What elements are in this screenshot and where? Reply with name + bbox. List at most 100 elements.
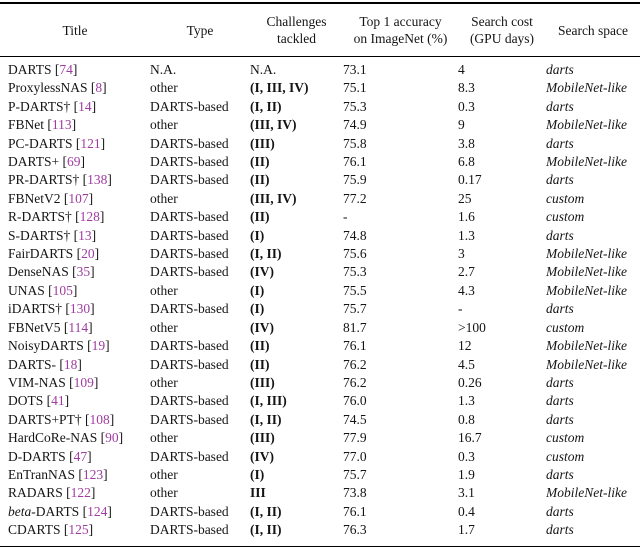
search-space-cell: MobileNet-like	[546, 338, 627, 354]
title-cell: D-DARTS [47]	[8, 448, 92, 464]
accuracy-cell: 75.7	[343, 466, 367, 482]
citation-link[interactable]: 20	[81, 246, 95, 262]
accuracy-cell: 73.1	[343, 62, 367, 77]
citation-link[interactable]: 123	[82, 466, 104, 482]
search-space-cell: MobileNet-like	[546, 80, 627, 96]
table-header-row: Title Type Challenges tackled Top 1 accuracy…	[0, 2, 640, 57]
citation-link[interactable]: 107	[68, 190, 89, 206]
citation-link[interactable]: 69	[66, 154, 81, 170]
search-cost-cell: 16.7	[458, 430, 482, 446]
citation-link[interactable]: 130	[69, 301, 91, 317]
table-row: S-DARTS† [13] DARTS-based (I) 74.8 1.3 darts	[0, 227, 640, 245]
type-cell: other	[150, 80, 178, 96]
table-row: FBNet [113] other (III, IV) 74.9 9 MobileNet-…	[0, 116, 640, 134]
accuracy-cell: 76.2	[343, 374, 367, 390]
type-cell: N.A.	[150, 62, 177, 77]
accuracy-cell: 75.1	[343, 80, 367, 96]
table-row: HardCoRe-NAS [90] other (III) 77.9 16.7 custo…	[0, 429, 640, 447]
citation-link[interactable]: 18	[63, 356, 78, 372]
title-cell: DARTS+PT† [108]	[8, 411, 115, 427]
accuracy-cell: 75.3	[343, 98, 367, 114]
table-row: VIM-NAS [109] other (III) 76.2 0.26 darts	[0, 374, 640, 392]
accuracy-cell: 76.2	[343, 356, 367, 372]
accuracy-cell: 76.1	[343, 154, 367, 170]
table-row: iDARTS† [130] DARTS-based (I) 75.7 - darts	[0, 300, 640, 318]
citation-link[interactable]: 13	[78, 227, 92, 243]
search-space-cell: MobileNet-like	[546, 117, 627, 133]
type-cell: other	[150, 374, 178, 390]
search-space-cell: MobileNet-like	[546, 264, 627, 280]
type-cell: DARTS-based	[150, 356, 229, 372]
citation-link[interactable]: 90	[105, 430, 119, 446]
type-cell: DARTS-based	[150, 301, 229, 317]
search-space-cell: darts	[546, 521, 640, 547]
citation-link[interactable]: 109	[73, 374, 94, 390]
citation-link[interactable]: 113	[51, 117, 72, 133]
col-header-accuracy: Top 1 accuracy on ImageNet (%)	[343, 2, 458, 57]
title-cell: R-DARTS† [128]	[8, 209, 105, 225]
accuracy-cell: 76.1	[343, 338, 367, 354]
challenges-cell: (I, III)	[250, 393, 287, 409]
title-cell: ProxylessNAS [8]	[8, 80, 107, 96]
citation-link[interactable]: 41	[51, 393, 65, 409]
search-cost-cell: 6.8	[458, 154, 475, 170]
challenges-cell: (I, II)	[250, 411, 282, 427]
search-cost-cell: 1.3	[458, 393, 475, 409]
type-cell: DARTS-based	[150, 393, 229, 409]
table-row: DARTS+ [69] DARTS-based (II) 76.1 6.8 MobileN…	[0, 153, 640, 171]
table-row: PC-DARTS [121] DARTS-based (III) 75.8 3.8 dar…	[0, 135, 640, 153]
table-row: FBNetV2 [107] other (III, IV) 77.2 25 custom	[0, 190, 640, 208]
search-cost-cell: 4	[458, 62, 465, 77]
search-space-cell: darts	[546, 172, 574, 188]
title-cell: FBNetV5 [114]	[8, 319, 93, 335]
type-cell: other	[150, 117, 178, 133]
table-row: NoisyDARTS [19] DARTS-based (II) 76.1 12 Mobi…	[0, 337, 640, 355]
title-cell: EnTranNAS [123]	[8, 466, 108, 482]
title-cell: PR-DARTS† [138]	[8, 172, 112, 188]
type-cell: other	[150, 282, 178, 298]
accuracy-cell: 76.0	[343, 393, 367, 409]
citation-link[interactable]: 128	[79, 209, 100, 225]
table-row: DARTS+PT† [108] DARTS-based (I, II) 74.5 0.8…	[0, 411, 640, 429]
citation-link[interactable]: 74	[59, 62, 73, 77]
citation-link[interactable]: 19	[91, 338, 106, 354]
type-cell: DARTS-based	[150, 172, 229, 188]
citation-link[interactable]: 114	[68, 319, 89, 335]
challenges-cell: (I)	[250, 466, 265, 482]
challenges-cell: (II)	[250, 209, 270, 225]
search-cost-cell: >100	[458, 319, 486, 335]
search-space-cell: darts	[546, 393, 574, 409]
type-cell: DARTS-based	[150, 135, 229, 151]
search-cost-cell: 0.17	[458, 172, 482, 188]
accuracy-cell: 77.0	[343, 448, 367, 464]
type-cell: DARTS-based	[150, 521, 250, 547]
table-row: beta-DARTS [124] DARTS-based (I, II) 76.1 0.…	[0, 503, 640, 521]
title-cell: DenseNAS [35]	[8, 264, 95, 280]
challenges-cell: (IV)	[250, 264, 274, 280]
citation-link[interactable]: 124	[87, 503, 108, 519]
citation-link[interactable]: 121	[80, 135, 101, 151]
citation-link[interactable]: 47	[73, 448, 88, 464]
table-row: PR-DARTS† [138] DARTS-based (II) 75.9 0.17 da…	[0, 171, 640, 189]
citation-link[interactable]: 105	[52, 282, 73, 298]
challenges-cell: (I)	[250, 282, 265, 298]
search-cost-cell: 12	[458, 338, 472, 354]
accuracy-cell: 81.7	[343, 319, 367, 335]
type-cell: DARTS-based	[150, 264, 229, 280]
title-cell: VIM-NAS [109]	[8, 374, 99, 390]
title-cell: FBNet [113]	[8, 117, 77, 133]
citation-link[interactable]: 125	[68, 522, 89, 538]
citation-link[interactable]: 138	[87, 172, 108, 188]
table-row: RADARS [122] other III 73.8 3.1 MobileNet-lik…	[0, 484, 640, 502]
citation-link[interactable]: 35	[76, 264, 91, 280]
col-header-challenges: Challenges tackled	[250, 2, 343, 57]
citation-link[interactable]: 8	[95, 80, 103, 96]
table-row: EnTranNAS [123] other (I) 75.7 1.9 darts	[0, 466, 640, 484]
citation-link[interactable]: 122	[70, 485, 91, 501]
challenges-cell: (III)	[250, 135, 275, 151]
citation-link[interactable]: 108	[89, 411, 110, 427]
citation-link[interactable]: 14	[78, 98, 92, 114]
title-cell: UNAS [105]	[8, 282, 78, 298]
search-space-cell: darts	[546, 62, 574, 77]
search-space-cell: darts	[546, 411, 574, 427]
